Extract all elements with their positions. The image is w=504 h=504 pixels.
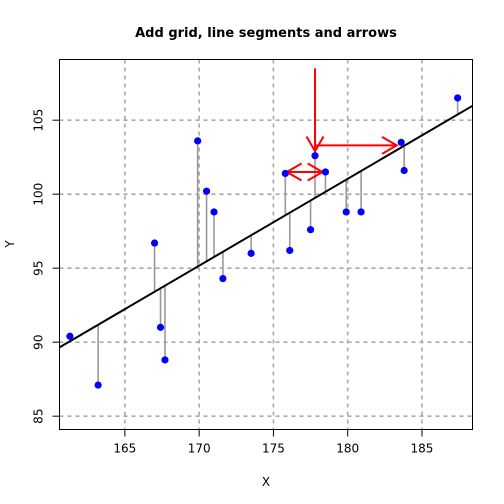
data-point <box>454 94 462 102</box>
arrow-head <box>381 135 399 155</box>
data-point <box>342 208 350 216</box>
data-point <box>397 138 405 146</box>
plot-frame <box>59 59 473 430</box>
regression-line-group <box>58 104 474 349</box>
x-tick-label: 185 <box>411 442 434 456</box>
y-axis-label: Y <box>3 240 17 249</box>
data-point <box>286 246 294 255</box>
y-tick-label: 85 <box>32 409 46 424</box>
grid-lines <box>59 59 473 430</box>
y-tick-label: 105 <box>32 109 46 132</box>
y-tick-label: 95 <box>32 261 46 276</box>
data-point <box>66 332 74 340</box>
data-point <box>311 152 319 160</box>
x-tick-label: 165 <box>113 442 136 456</box>
arrows <box>284 68 399 182</box>
x-tick-label: 170 <box>188 442 211 456</box>
y-tick-label: 90 <box>32 335 46 350</box>
data-point <box>94 381 102 389</box>
data-point <box>281 169 289 178</box>
data-point <box>219 274 227 283</box>
data-point <box>156 323 165 331</box>
data-point <box>202 187 211 195</box>
data-point <box>306 226 315 234</box>
data-point <box>161 356 169 364</box>
data-point <box>150 239 159 247</box>
data-point <box>357 208 365 216</box>
data-point <box>400 166 408 175</box>
data-points <box>66 94 462 389</box>
data-point <box>247 249 255 257</box>
x-tick-label: 175 <box>262 442 285 456</box>
y-tick-label: 100 <box>32 183 46 206</box>
x-tick-label: 180 <box>336 442 359 456</box>
data-point <box>321 168 330 176</box>
chart-title: Add grid, line segments and arrows <box>135 26 397 41</box>
data-point <box>194 137 202 145</box>
axis-ticks: 165 170 175 180 185 85 90 95 100 105 <box>32 109 434 456</box>
data-point <box>210 208 218 216</box>
regression-line <box>58 104 474 349</box>
x-axis-label: X <box>262 475 270 489</box>
arrow-head <box>305 136 325 154</box>
